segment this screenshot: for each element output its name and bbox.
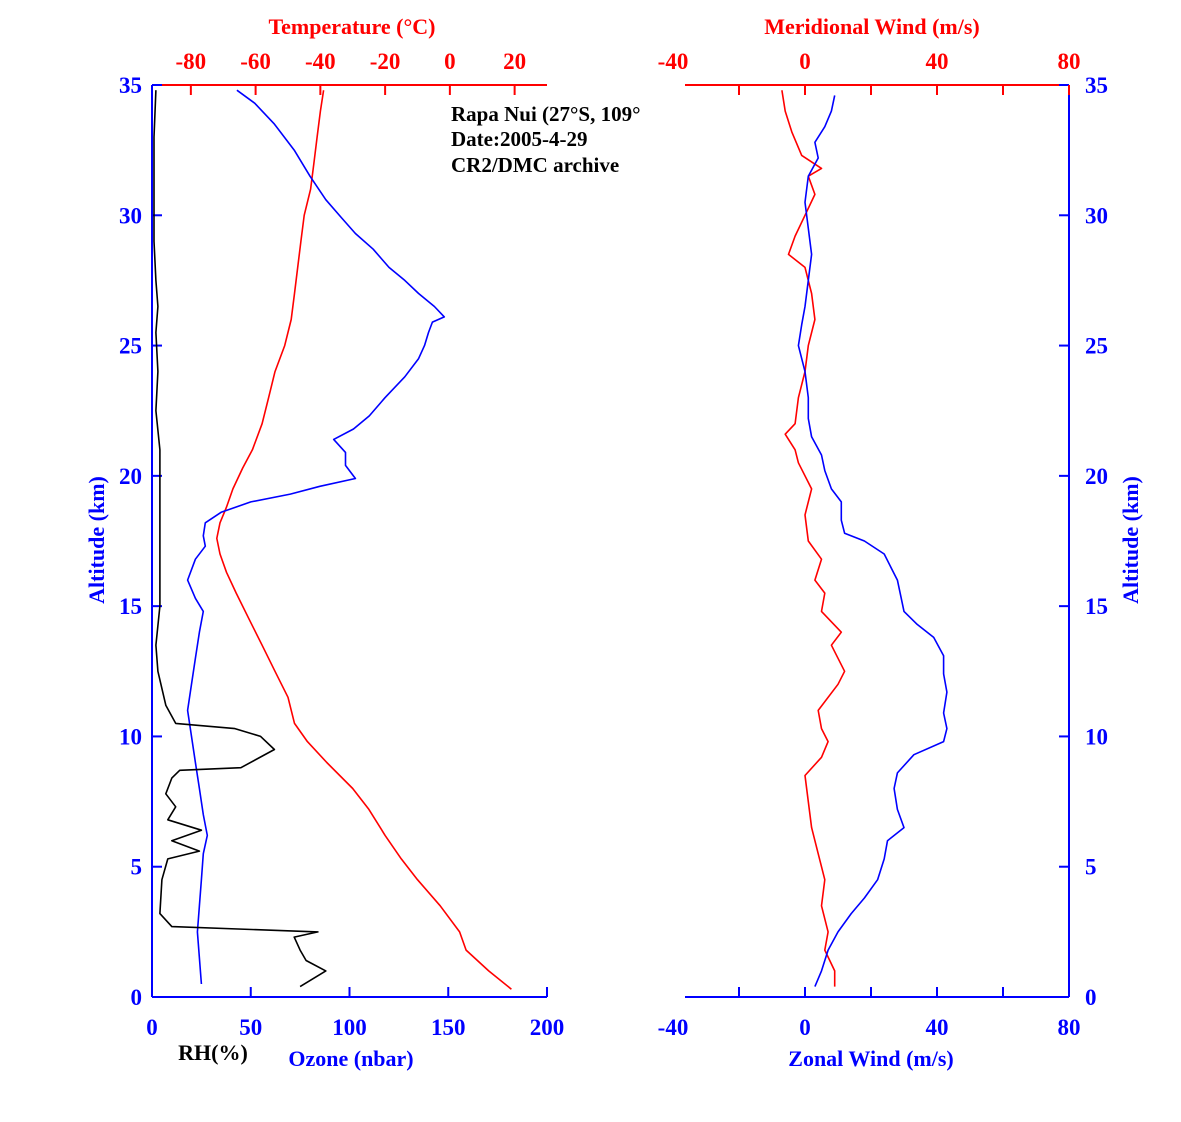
right-y-tick-label: 20	[1085, 464, 1108, 489]
meridional-x-tick-label: 80	[1058, 49, 1081, 74]
temperature-x-tick-label: 0	[444, 49, 456, 74]
right-ticks	[685, 84, 1070, 998]
temperature-x-tick-label: -40	[305, 49, 336, 74]
rh-profile	[153, 90, 327, 988]
meridional-x-tick-label: 0	[799, 49, 811, 74]
left-y-tick-label: 10	[119, 724, 142, 749]
left-ticks	[151, 84, 548, 998]
meridional-wind-profile	[781, 90, 846, 987]
left-y-tick-label: 25	[119, 334, 142, 359]
right-y-tick-label: 0	[1085, 985, 1097, 1010]
right-panel: 0 5 10 15 20 25 30 35 -40 0 40 80 -40 0 40 80 Meridiona…	[658, 14, 1143, 1071]
ozone-axis-title: Ozone (nbar)	[288, 1046, 413, 1071]
left-y-tick-label: 20	[119, 464, 142, 489]
zonal-wind-axis-title: Zonal Wind (m/s)	[788, 1046, 953, 1071]
temperature-x-tick-label: -80	[176, 49, 207, 74]
left-y-tick-label: 15	[119, 594, 142, 619]
right-y-tick-label: 35	[1085, 73, 1108, 98]
left-y-tick-label: 30	[119, 203, 142, 228]
ozone-x-tick-label: 200	[530, 1015, 565, 1040]
left-y-tick-label: 35	[119, 73, 142, 98]
meridional-x-tick-label: -40	[658, 49, 689, 74]
right-y-tick-label: 10	[1085, 724, 1108, 749]
ozone-x-tick-label: 150	[431, 1015, 466, 1040]
meridional-x-tick-label: 40	[926, 49, 949, 74]
station-annotation: Rapa Nui (27°S, 109° Date:2005-4-29 CR2/…	[451, 102, 641, 177]
meridional-wind-axis-title: Meridional Wind (m/s)	[764, 14, 980, 39]
station-name: Rapa Nui (27°S, 109°	[451, 102, 641, 126]
temperature-profile	[216, 90, 512, 990]
left-altitude-label: Altitude (km)	[84, 476, 109, 604]
rh-axis-title: RH(%)	[178, 1040, 248, 1065]
data-source: CR2/DMC archive	[451, 153, 619, 177]
right-y-tick-label: 15	[1085, 594, 1108, 619]
right-y-tick-label: 5	[1085, 855, 1097, 880]
left-panel: 0 5 10 15 20 25 30 35 0 50 100 150 200 -80 -60 -40 -20 0 2…	[84, 14, 641, 1071]
sounding-date: Date:2005-4-29	[451, 127, 587, 151]
left-y-tick-label: 0	[131, 985, 143, 1010]
temperature-axis-title: Temperature (°C)	[268, 14, 435, 39]
ozone-x-tick-label: 0	[146, 1015, 158, 1040]
left-profiles	[153, 89, 512, 990]
zonal-x-tick-label: -40	[658, 1015, 689, 1040]
ozone-profile	[186, 89, 446, 985]
right-y-tick-label: 25	[1085, 334, 1108, 359]
ozone-x-tick-label: 100	[332, 1015, 367, 1040]
left-y-tick-label: 5	[131, 855, 143, 880]
temperature-x-tick-label: -60	[240, 49, 271, 74]
left-tick-labels: 0 5 10 15 20 25 30 35 0 50 100 150 200 -80 -60 -40 -20 0 2…	[119, 49, 564, 1040]
zonal-x-tick-label: 40	[926, 1015, 949, 1040]
temperature-x-tick-label: -20	[370, 49, 401, 74]
right-altitude-label: Altitude (km)	[1118, 476, 1143, 604]
zonal-x-tick-label: 0	[799, 1015, 811, 1040]
ozone-x-tick-label: 50	[239, 1015, 262, 1040]
right-tick-labels: 0 5 10 15 20 25 30 35 -40 0 40 80 -40 0 40 80	[658, 49, 1108, 1040]
temperature-x-tick-label: 20	[503, 49, 526, 74]
zonal-wind-profile	[797, 95, 948, 987]
right-y-tick-label: 30	[1085, 203, 1108, 228]
right-profiles	[781, 90, 948, 987]
zonal-x-tick-label: 80	[1058, 1015, 1081, 1040]
